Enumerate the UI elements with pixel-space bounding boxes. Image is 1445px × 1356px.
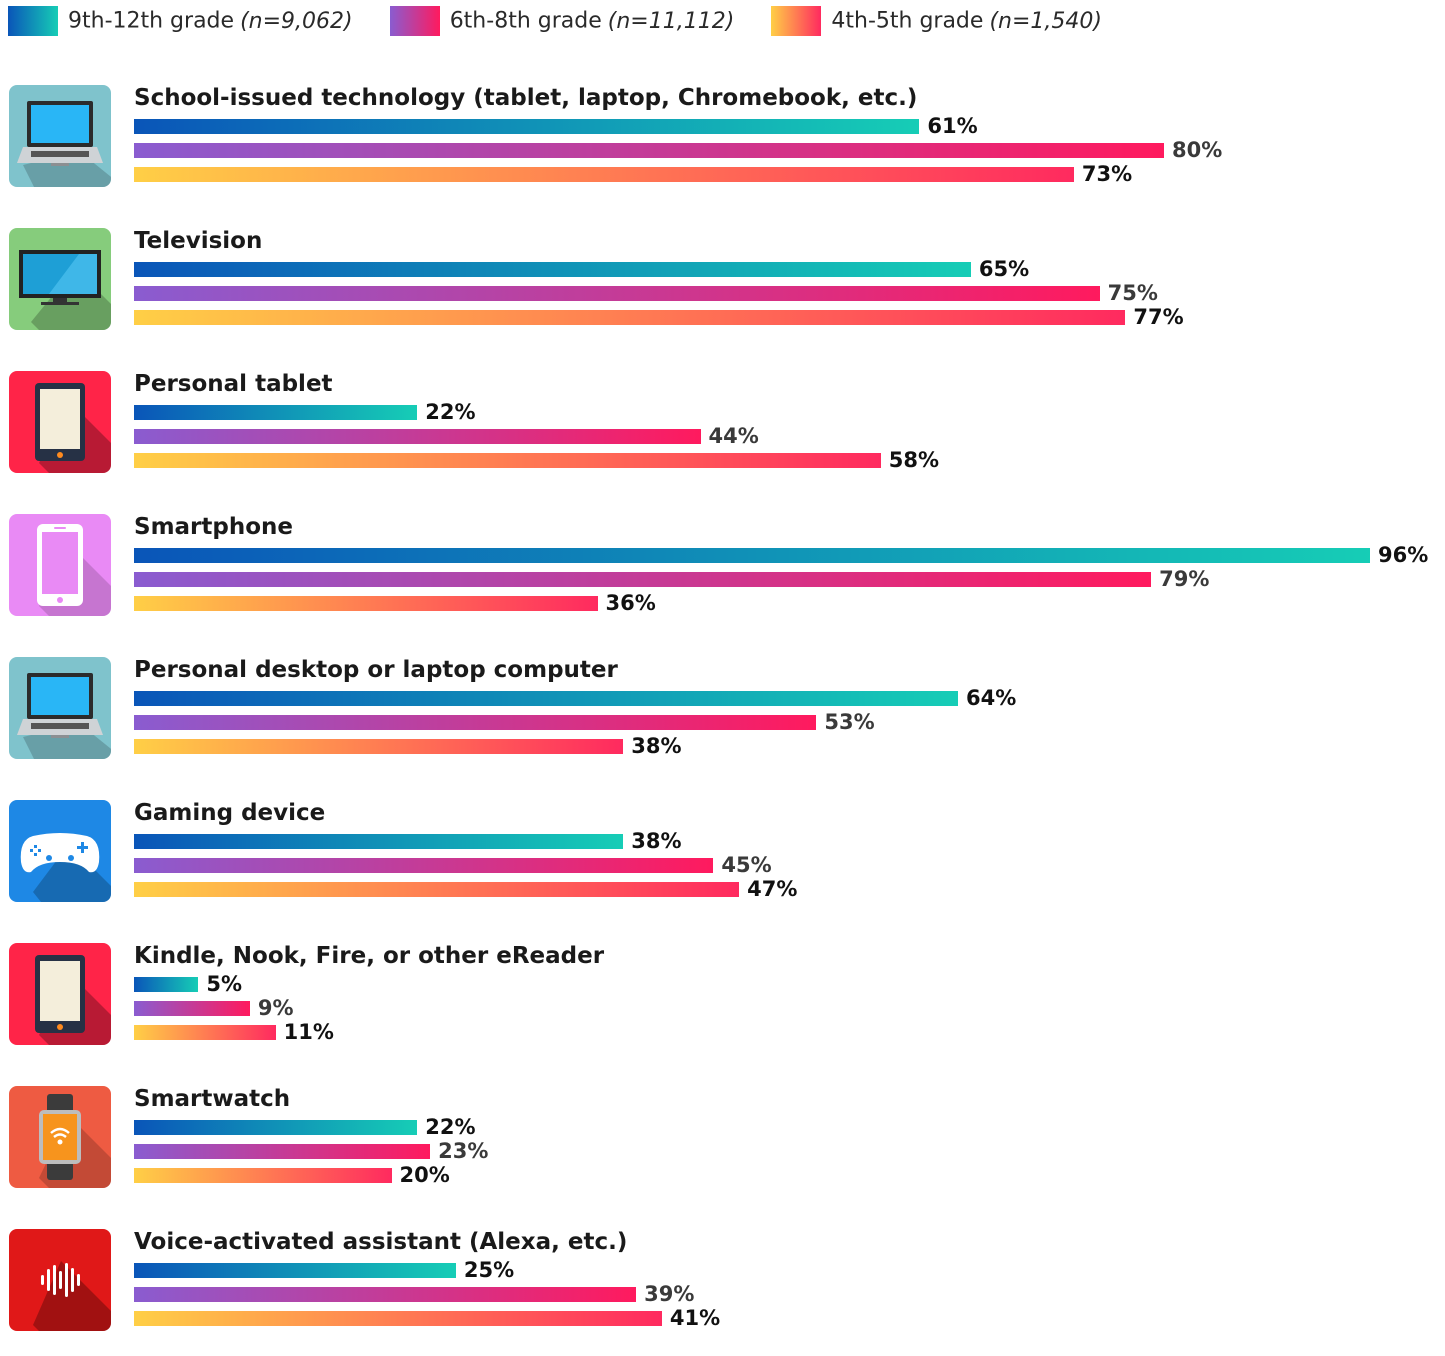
- value-label-9-12: 96%: [1378, 543, 1429, 567]
- value-label-4-5: 77%: [1133, 305, 1184, 329]
- bar-4-5: [134, 453, 881, 468]
- bar-9-12: [134, 834, 624, 849]
- legend-n-4-5: (n=1,540): [989, 8, 1102, 34]
- value-label-9-12: 64%: [966, 686, 1017, 710]
- category-group-smartphone: Smartphone 96% 79% 36%: [0, 511, 1445, 641]
- value-label-4-5: 38%: [631, 734, 682, 758]
- smartwatch-icon: [9, 1086, 111, 1188]
- bar-4-5: [134, 167, 1074, 182]
- category-label: Personal desktop or laptop computer: [134, 657, 618, 683]
- legend-swatch-9-12: [8, 6, 58, 36]
- value-label-9-12: 22%: [425, 400, 476, 424]
- category-group-personal-tablet: Personal tablet 22% 44% 58%: [0, 368, 1445, 498]
- value-label-6-8: 23%: [438, 1139, 489, 1163]
- bar-4-5: [134, 1311, 662, 1326]
- laptop-icon: [9, 85, 111, 187]
- value-label-6-8: 39%: [644, 1282, 695, 1306]
- voice-assistant-icon: [9, 1229, 111, 1331]
- bar-6-8: [134, 1144, 431, 1159]
- bar-4-5: [134, 1168, 392, 1183]
- value-label-9-12: 61%: [927, 114, 978, 138]
- bar-6-8: [134, 858, 714, 873]
- legend-n-6-8: (n=11,112): [607, 8, 735, 34]
- value-label-9-12: 38%: [631, 829, 682, 853]
- ereader-icon: [9, 943, 111, 1045]
- bar-4-5: [134, 310, 1126, 325]
- category-label: Smartphone: [134, 514, 294, 540]
- value-label-6-8: 79%: [1159, 567, 1210, 591]
- value-label-4-5: 11%: [283, 1020, 334, 1044]
- bar-9-12: [134, 1263, 456, 1278]
- category-label: School-issued technology (tablet, laptop…: [134, 85, 918, 111]
- value-label-6-8: 80%: [1172, 138, 1223, 162]
- category-label: Smartwatch: [134, 1086, 291, 1112]
- bar-6-8: [134, 429, 701, 444]
- value-label-4-5: 36%: [605, 591, 656, 615]
- bar-4-5: [134, 596, 598, 611]
- value-label-4-5: 58%: [888, 448, 940, 472]
- bar-chart: School-issued technology (tablet, laptop…: [0, 82, 1445, 1331]
- legend-label-4-5: 4th-5th grade: [831, 8, 984, 34]
- legend: 9th-12th grade (n=9,062) 6th-8th grade (n=…: [8, 6, 1134, 40]
- category-group-voice-activated-assistant-alexa-etc: Voice-activated assistant (Alexa, etc.) 2…: [0, 1226, 1445, 1356]
- bar-9-12: [134, 405, 418, 420]
- bar-9-12: [134, 691, 958, 706]
- category-label: Television: [134, 228, 263, 254]
- category-group-gaming-device: Gaming device 38% 45% 47%: [0, 797, 1445, 927]
- bar-4-5: [134, 739, 624, 754]
- bar-9-12: [134, 262, 971, 277]
- bar-6-8: [134, 1287, 637, 1302]
- bar-6-8: [134, 143, 1164, 158]
- legend-item-4-5: 4th-5th grade (n=1,540): [771, 6, 1102, 36]
- value-label-6-8: 45%: [721, 853, 772, 877]
- value-label-9-12: 25%: [463, 1258, 515, 1282]
- value-label-6-8: 75%: [1107, 281, 1158, 305]
- television-icon: [9, 228, 111, 330]
- bar-4-5: [134, 1025, 276, 1040]
- value-label-6-8: 44%: [708, 424, 759, 448]
- category-group-school-issued-technology-tablet-laptop-c: School-issued technology (tablet, laptop…: [0, 82, 1445, 212]
- category-group-personal-desktop-or-laptop-computer: Personal desktop or laptop computer 64% 53…: [0, 654, 1445, 784]
- legend-label-6-8: 6th-8th grade: [449, 8, 602, 34]
- gamepad-icon: [9, 800, 111, 902]
- bar-6-8: [134, 572, 1152, 587]
- legend-item-6-8: 6th-8th grade (n=11,112): [389, 6, 735, 36]
- value-label-9-12: 5%: [206, 972, 243, 996]
- value-label-6-8: 9%: [257, 996, 294, 1020]
- category-group-smartwatch: Smartwatch 22% 23% 20%: [0, 1083, 1445, 1213]
- category-label: Kindle, Nook, Fire, or other eReader: [134, 943, 605, 969]
- category-group-television: Television 65% 75% 77%: [0, 225, 1445, 355]
- bar-6-8: [134, 286, 1100, 301]
- value-label-9-12: 65%: [978, 257, 1030, 281]
- laptop-icon: [9, 657, 111, 759]
- value-label-4-5: 20%: [399, 1163, 450, 1187]
- category-group-kindle-nook-fire-or-other-ereader: Kindle, Nook, Fire, or other eReader 5% 9%…: [0, 940, 1445, 1070]
- bar-9-12: [134, 548, 1370, 563]
- bar-9-12: [134, 119, 920, 134]
- bar-9-12: [134, 977, 199, 992]
- tablet-icon: [9, 371, 111, 473]
- legend-swatch-4-5: [771, 6, 822, 36]
- bar-9-12: [134, 1120, 418, 1135]
- bar-4-5: [134, 882, 740, 897]
- category-label: Gaming device: [134, 800, 326, 826]
- bar-6-8: [134, 1001, 250, 1016]
- category-label: Voice-activated assistant (Alexa, etc.): [134, 1229, 628, 1255]
- category-label: Personal tablet: [134, 371, 333, 397]
- value-label-4-5: 41%: [669, 1306, 721, 1330]
- legend-label-9-12: 9th-12th grade: [68, 8, 235, 34]
- legend-item-9-12: 9th-12th grade (n=9,062): [8, 6, 353, 36]
- value-label-9-12: 22%: [425, 1115, 476, 1139]
- value-label-4-5: 47%: [747, 877, 798, 901]
- bar-6-8: [134, 715, 817, 730]
- legend-n-9-12: (n=9,062): [240, 8, 353, 34]
- legend-swatch-6-8: [389, 6, 440, 36]
- smartphone-icon: [9, 514, 111, 616]
- value-label-6-8: 53%: [824, 710, 875, 734]
- value-label-4-5: 73%: [1081, 162, 1133, 186]
